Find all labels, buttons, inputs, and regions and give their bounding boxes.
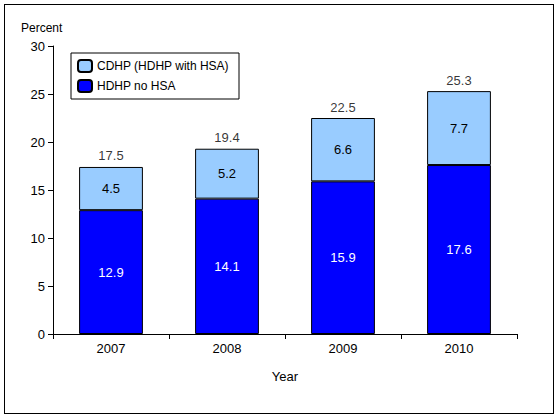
- svg-text:2007: 2007: [97, 341, 126, 356]
- svg-text:7.7: 7.7: [450, 121, 468, 136]
- svg-text:0: 0: [38, 327, 45, 342]
- svg-text:15.9: 15.9: [330, 250, 355, 265]
- svg-text:30: 30: [31, 39, 45, 54]
- svg-text:17.5: 17.5: [98, 148, 123, 163]
- svg-text:6.6: 6.6: [334, 142, 352, 157]
- svg-text:20: 20: [31, 135, 45, 150]
- svg-text:5: 5: [38, 279, 45, 294]
- svg-text:12.9: 12.9: [98, 265, 123, 280]
- svg-text:CDHP (HDHP with HSA): CDHP (HDHP with HSA): [97, 59, 229, 73]
- svg-text:17.6: 17.6: [446, 242, 471, 257]
- svg-text:2010: 2010: [445, 341, 474, 356]
- svg-text:2008: 2008: [213, 341, 242, 356]
- svg-text:25: 25: [31, 87, 45, 102]
- svg-text:HDHP no HSA: HDHP no HSA: [97, 79, 175, 93]
- svg-text:2009: 2009: [329, 341, 358, 356]
- svg-text:5.2: 5.2: [218, 166, 236, 181]
- svg-text:15: 15: [31, 183, 45, 198]
- svg-text:25.3: 25.3: [446, 73, 471, 88]
- svg-text:4.5: 4.5: [102, 181, 120, 196]
- svg-text:14.1: 14.1: [214, 259, 239, 274]
- svg-text:19.4: 19.4: [214, 130, 239, 145]
- svg-text:Percent: Percent: [21, 21, 63, 35]
- svg-text:22.5: 22.5: [330, 100, 355, 115]
- svg-text:Year: Year: [272, 369, 299, 384]
- svg-text:10: 10: [31, 231, 45, 246]
